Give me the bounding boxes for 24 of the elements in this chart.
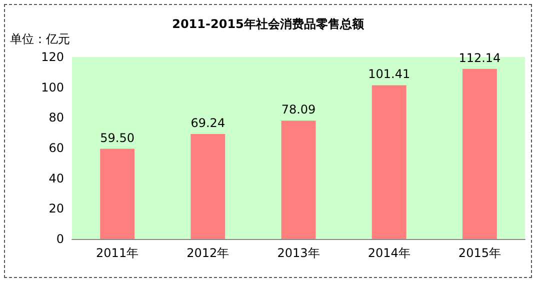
y-tick-label: 0 (56, 232, 64, 246)
data-label: 59.50 (100, 130, 134, 145)
data-label: 78.09 (281, 102, 316, 117)
x-tick-label: 2013年 (277, 246, 320, 260)
x-tick-label: 2011年 (96, 246, 139, 260)
y-tick-label: 20 (48, 202, 64, 216)
y-axis-title: 单位：亿元 (10, 32, 70, 46)
bar (190, 134, 226, 239)
y-tick-label: 100 (41, 80, 64, 94)
data-label: 69.24 (190, 116, 226, 130)
data-label: 101.41 (368, 67, 410, 82)
y-tick-label: 40 (48, 171, 64, 186)
y-tick-label: 60 (48, 141, 64, 155)
bar (372, 85, 406, 239)
chart-title: 2011-2015年社会消费品零售总额 (172, 17, 365, 31)
x-tick-label: 2012年 (186, 246, 230, 260)
bar (100, 148, 135, 239)
bar (281, 120, 316, 239)
x-tick-label: 2015年 (458, 246, 501, 260)
data-label: 112.14 (458, 50, 501, 65)
y-tick-label: 80 (48, 110, 64, 125)
x-tick-label: 2014年 (368, 246, 410, 260)
y-tick-label: 120 (41, 50, 64, 64)
bar (462, 68, 497, 239)
